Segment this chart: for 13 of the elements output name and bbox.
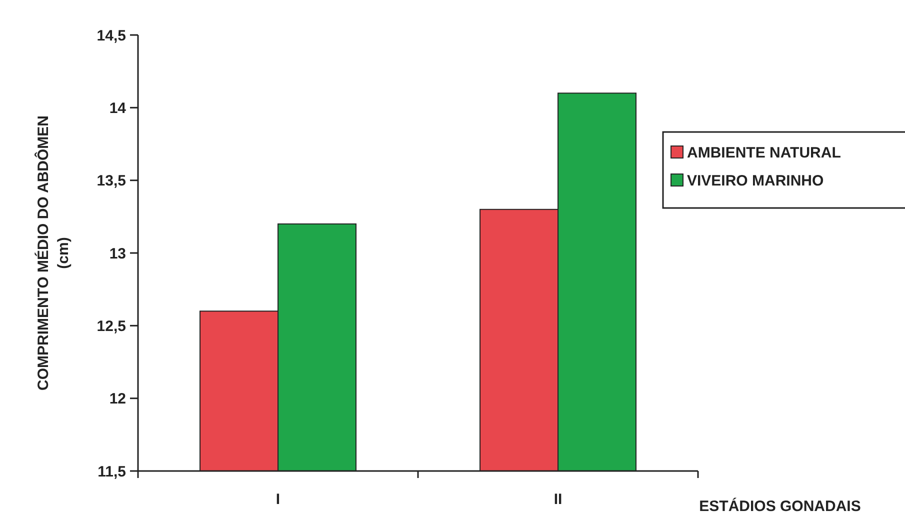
y-tick-label: 14,5 [96, 27, 126, 44]
y-tick-label: 14 [109, 100, 127, 117]
y-tick-label: 12 [109, 390, 126, 408]
y-tick-label: 11,5 [98, 463, 126, 480]
legend-label: VIVEIRO MARINHO [687, 172, 824, 190]
y-axis-title: COMPRIMENTO MÉDIO DO ABDÔMEN (cm) [34, 115, 72, 391]
y-tick-label: 12,5 [96, 318, 126, 335]
x-tick-label: I [276, 491, 280, 508]
x-axis-title: ESTÁDIOS GONADAIS [699, 497, 861, 512]
x-tick-label: II [554, 491, 562, 508]
y-tick-label: 13 [109, 245, 126, 262]
y-tick-label: 13,5 [96, 172, 126, 190]
legend-label: AMBIENTE NATURAL [687, 144, 841, 162]
